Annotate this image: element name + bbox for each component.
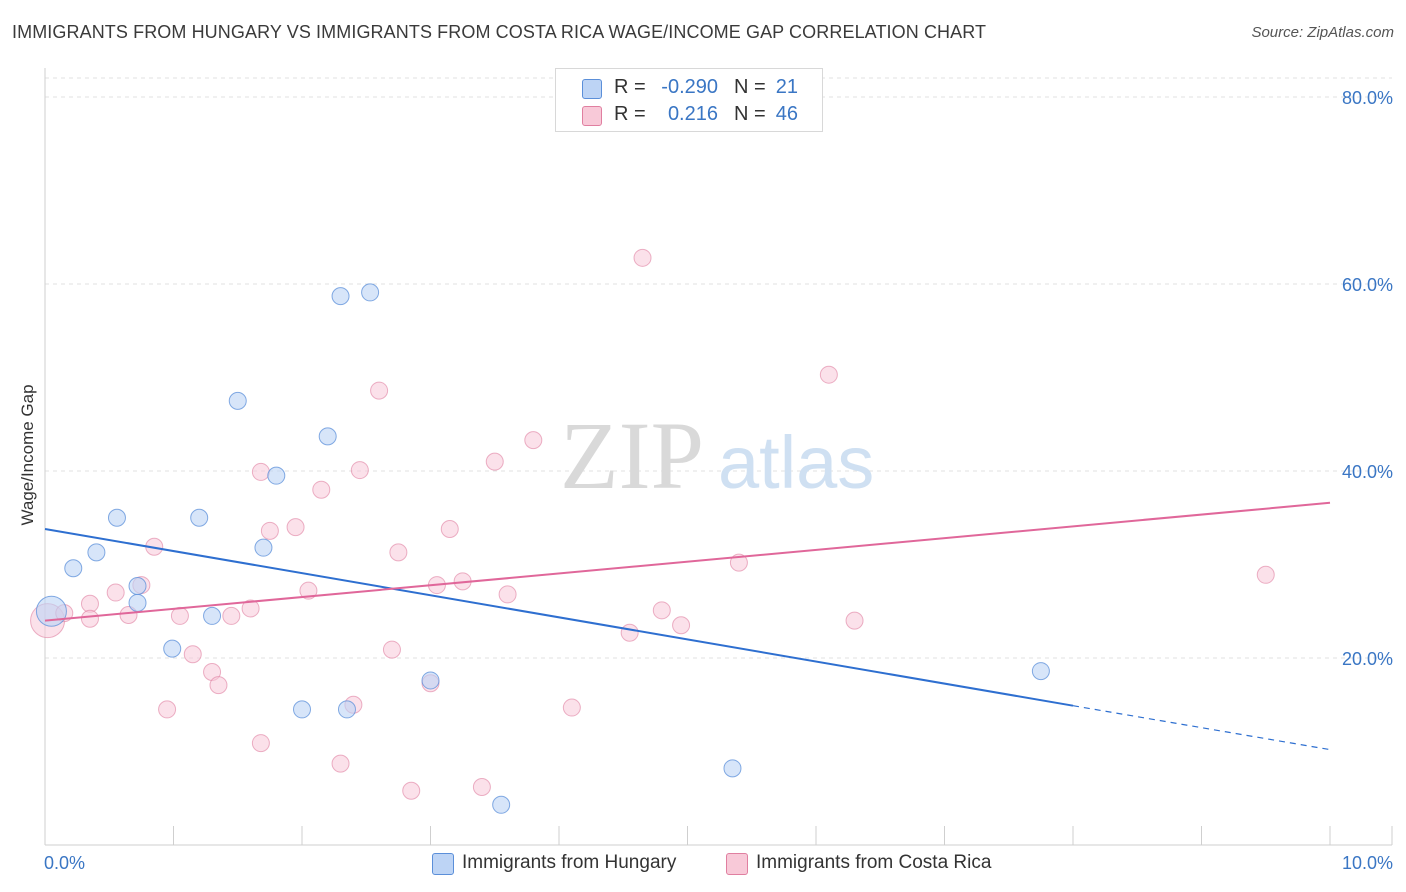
costa-rica-point — [170, 606, 189, 625]
hungary-point — [331, 287, 350, 306]
costa-rica-point — [845, 611, 864, 630]
watermark-atlas: atlas — [718, 421, 874, 504]
costa-rica-point — [209, 676, 228, 695]
costa-rica-swatch — [582, 106, 602, 126]
x-tick-labels: 0.0% 10.0% — [44, 853, 1393, 873]
hungary-point — [163, 639, 182, 658]
hungary-point — [723, 759, 742, 778]
costa-rica-point — [241, 599, 260, 618]
hungary-point — [318, 427, 337, 446]
costa-rica-point — [672, 616, 691, 635]
costa-rica-point — [562, 698, 581, 717]
hungary-point — [87, 543, 106, 562]
costa-rica-legend-swatch — [726, 853, 748, 875]
r-label: R = — [614, 76, 646, 98]
costa-rica-point — [350, 461, 369, 480]
gridlines — [45, 77, 1392, 659]
y-tick-labels: 20.0% 40.0% 60.0% 80.0% — [1342, 88, 1393, 669]
costa-rica-point — [485, 452, 504, 471]
hungary-point — [228, 391, 247, 410]
hungary-point — [361, 283, 380, 302]
hungary-legend-label: Immigrants from Hungary — [462, 852, 677, 873]
hungary-point — [293, 700, 311, 719]
hungary-trend-line — [44, 527, 1074, 707]
n-value: 46 — [775, 103, 798, 125]
hungary-point — [421, 671, 440, 690]
y-tick-label: 80.0% — [1342, 88, 1393, 108]
costa-rica-point — [370, 381, 389, 400]
hungary-point — [128, 593, 147, 612]
costa-rica-point — [299, 581, 318, 600]
hungary-legend-swatch — [432, 853, 454, 875]
hungary-point — [64, 559, 83, 578]
costa-rica-point — [620, 623, 639, 642]
costa-rica-point — [80, 609, 99, 628]
x-tick-label: 10.0% — [1342, 853, 1393, 873]
hungary-point — [267, 466, 286, 485]
costa-rica-point — [260, 521, 279, 540]
y-tick-label: 40.0% — [1342, 462, 1393, 482]
n-value: 21 — [775, 76, 798, 98]
costa-rica-point — [119, 605, 138, 624]
hungary-point — [254, 538, 273, 557]
costa-rica-point — [729, 553, 748, 572]
axes — [44, 68, 1393, 846]
hungary-point — [1031, 662, 1050, 681]
costa-rica-trend-line — [44, 501, 1331, 622]
legend-row-hungary: R = -0.290 N = 21 — [556, 74, 822, 100]
hungary-trend-extension — [1072, 705, 1331, 751]
costa-rica-point — [222, 606, 241, 625]
hungary-point — [203, 606, 222, 625]
y-axis-title: Wage/Income Gap — [18, 384, 37, 526]
x-tick-label: 0.0% — [44, 853, 85, 873]
costa-rica-point — [472, 778, 491, 797]
hungary-point — [35, 595, 67, 627]
costa-rica-point — [382, 640, 401, 659]
costa-rica-point — [331, 754, 350, 773]
costa-rica-point — [524, 431, 543, 450]
stats-legend: R = -0.290 N = 21 R = 0.216 N = 46 — [555, 68, 823, 132]
costa-rica-legend-label: Immigrants from Costa Rica — [756, 852, 992, 873]
hungary-point — [337, 700, 356, 719]
y-tick-label: 20.0% — [1342, 649, 1393, 669]
costa-rica-point — [286, 518, 305, 537]
legend-row-costa-rica: R = 0.216 N = 46 — [556, 101, 822, 127]
costa-rica-point — [312, 480, 331, 499]
costa-rica-point — [389, 543, 408, 562]
costa-rica-point — [80, 594, 99, 613]
costa-rica-point — [633, 248, 652, 267]
costa-rica-point — [183, 645, 202, 664]
trend-lines — [44, 501, 1331, 751]
costa-rica-point — [251, 734, 270, 753]
chart-title: IMMIGRANTS FROM HUNGARY VS IMMIGRANTS FR… — [12, 22, 987, 42]
costa-rica-point — [251, 462, 270, 481]
hungary-point — [128, 577, 147, 596]
costa-rica-point — [819, 365, 838, 384]
costa-rica-point — [440, 519, 459, 538]
hungary-points — [35, 283, 1050, 814]
costa-rica-point — [1256, 565, 1275, 584]
y-tick-label: 60.0% — [1342, 275, 1393, 295]
hungary-swatch — [582, 79, 602, 99]
n-label: N = — [734, 76, 766, 98]
hungary-point — [492, 795, 511, 814]
costa-rica-point — [402, 781, 421, 800]
hungary-point — [107, 508, 126, 527]
watermark-zip: ZIP — [560, 402, 704, 509]
n-label: N = — [734, 103, 766, 125]
hungary-point — [190, 508, 209, 527]
costa-rica-point — [158, 700, 177, 719]
source-label: Source: ZipAtlas.com — [1251, 24, 1394, 41]
r-value: 0.216 — [667, 103, 718, 125]
costa-rica-point — [498, 585, 517, 604]
r-value: -0.290 — [661, 76, 718, 98]
costa-rica-point — [106, 583, 125, 602]
costa-rica-point — [652, 601, 671, 620]
r-label: R = — [614, 103, 646, 125]
